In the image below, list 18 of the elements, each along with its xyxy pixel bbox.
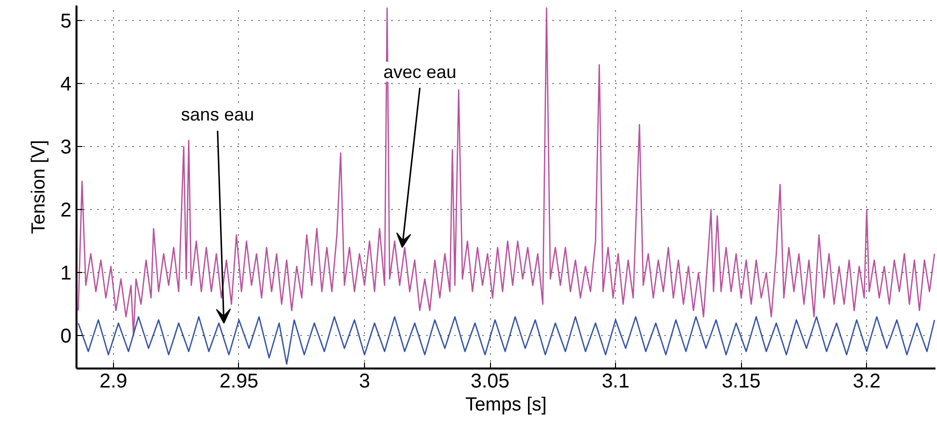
x-tick-label: 3 — [358, 370, 370, 392]
x-tick-label: 3.15 — [722, 370, 761, 392]
x-tick-label: 3.05 — [470, 370, 510, 392]
annotation: avec eau — [383, 62, 456, 82]
y-tick-label: 4 — [60, 74, 72, 96]
x-tick-label: 2.95 — [219, 370, 258, 392]
x-tick-label: 3.2 — [852, 370, 881, 392]
y-axis-title: Tension [V] — [28, 140, 50, 234]
y-tick-label: 2 — [60, 200, 72, 222]
x-tick-label: 2.9 — [100, 370, 128, 392]
y-tick-label: 0 — [60, 326, 72, 348]
y-tick-label: 5 — [60, 10, 72, 33]
x-axis-title: Temps [s] — [465, 394, 547, 416]
y-tick-label: 1 — [60, 262, 72, 285]
annotation: sans eau — [181, 104, 254, 125]
y-tick-label: 3 — [60, 136, 72, 159]
x-tick-label: 3.1 — [602, 370, 630, 392]
line-series — [78, 7, 936, 336]
